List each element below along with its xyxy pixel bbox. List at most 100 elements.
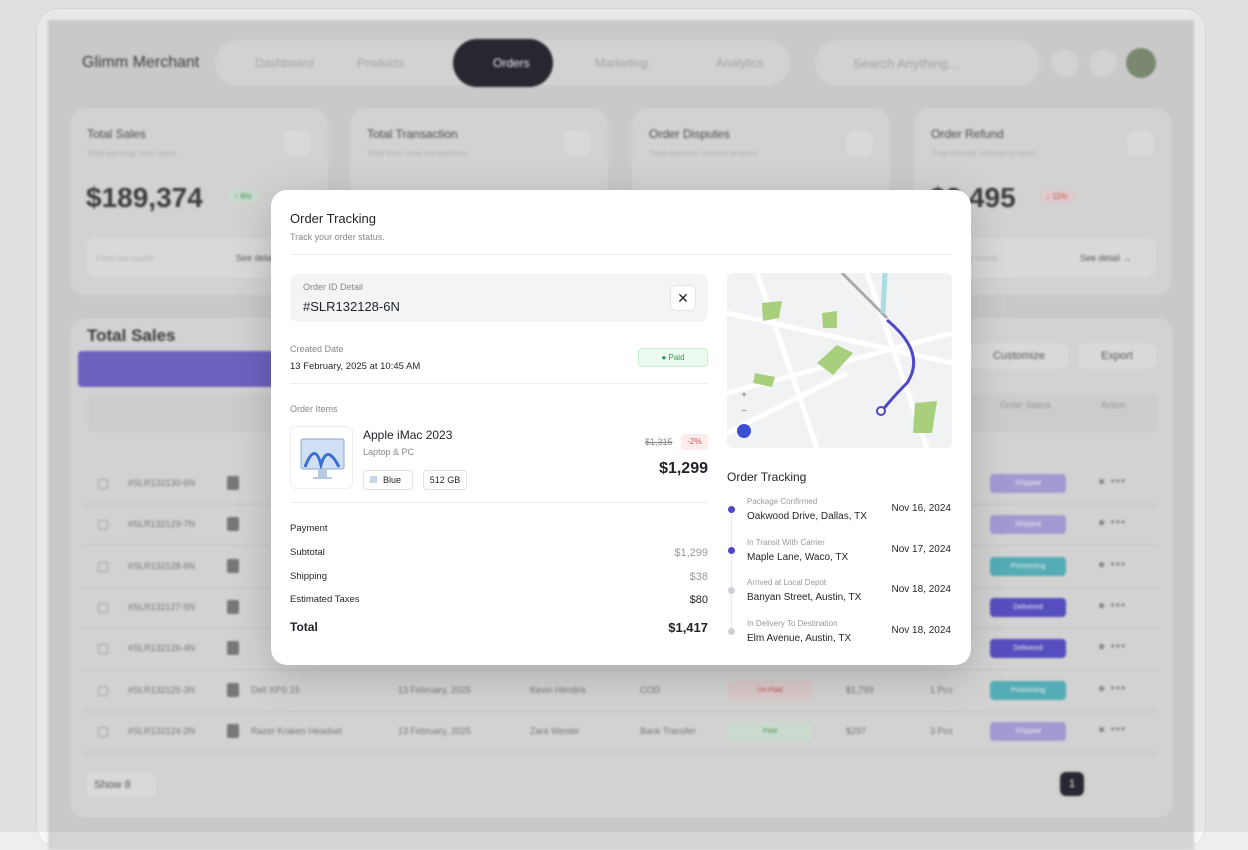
- row-checkbox[interactable]: [98, 685, 108, 696]
- tracking-status: In Delivery To Destination: [747, 618, 838, 628]
- payment-value: $38: [689, 570, 708, 583]
- status-badge: Delivered: [990, 639, 1066, 659]
- product-category: Laptop & PC: [363, 447, 415, 457]
- order-id: #SLR132126-4N: [128, 643, 196, 654]
- product: Dell XPS 15: [251, 684, 300, 695]
- color-text: Blue: [383, 475, 402, 485]
- tracking-status: Arrived at Local Depot: [747, 578, 827, 587]
- date: 13 February, 2025: [398, 725, 471, 736]
- show-count[interactable]: Show 8: [86, 772, 156, 798]
- product-thumb: [227, 599, 239, 614]
- card-title: Total Sales: [87, 127, 146, 141]
- brand: Glimm Merchant: [82, 54, 200, 71]
- row-divider: [82, 710, 1158, 712]
- order-id: #SLR132124-2N: [128, 725, 196, 736]
- card-link[interactable]: See detail: [236, 253, 277, 263]
- price: $1,299: [659, 460, 708, 477]
- order-id-box: [290, 274, 708, 322]
- order-id-label: Order ID Detail: [303, 282, 364, 292]
- action-dots[interactable]: ● •••: [1098, 556, 1127, 571]
- card-menu[interactable]: [845, 130, 873, 156]
- storage-chip: 512 GB: [423, 470, 467, 490]
- card-title: Total Transaction: [367, 127, 458, 141]
- product-thumb: [227, 641, 239, 656]
- action-dots[interactable]: ● •••: [1098, 680, 1127, 695]
- timeline-line: [731, 508, 732, 632]
- nav-item[interactable]: Products: [357, 56, 405, 70]
- card-menu[interactable]: [1127, 130, 1155, 156]
- product-thumb: [227, 517, 239, 532]
- items-label: Order Items: [290, 404, 338, 414]
- tracking-place: Banyan Street, Austin, TX: [747, 592, 862, 603]
- table-action[interactable]: Customize: [970, 343, 1068, 369]
- search-placeholder: Search Anything...: [853, 56, 959, 71]
- action-dots[interactable]: ● •••: [1098, 639, 1127, 654]
- tracking-status: Package Confirmed: [747, 497, 818, 506]
- product: Razer Kraken Headset: [251, 725, 343, 736]
- divider: [290, 502, 708, 503]
- row-checkbox[interactable]: [98, 726, 108, 737]
- discount-badge: -2%: [681, 434, 708, 450]
- row-checkbox[interactable]: [98, 644, 108, 655]
- order-id: #SLR132128-6N: [303, 299, 400, 314]
- card-value: $189,374: [86, 182, 203, 213]
- row-checkbox[interactable]: [98, 479, 108, 489]
- help-icon[interactable]: [1051, 49, 1079, 77]
- card-change: ↓ 11%: [1040, 190, 1074, 203]
- created-label: Created Date: [290, 344, 344, 354]
- status-badge: Shipped: [990, 721, 1066, 741]
- price: $297: [846, 725, 867, 736]
- card-change: ↑ 8%: [228, 190, 258, 203]
- card-footer-text: From last month: [96, 254, 154, 263]
- row-checkbox[interactable]: [98, 561, 108, 572]
- table-action[interactable]: Export: [1078, 343, 1156, 369]
- nav-item[interactable]: Marketing: [595, 56, 648, 70]
- status-badge: Delivered: [990, 597, 1066, 617]
- timeline-dot: [728, 587, 735, 594]
- order-id: #SLR132128-6N: [128, 560, 196, 571]
- action-dots[interactable]: ● •••: [1098, 721, 1127, 736]
- avatar[interactable]: [1126, 48, 1156, 78]
- nav-item[interactable]: Analytics: [716, 56, 765, 70]
- close-button[interactable]: ✕: [670, 285, 696, 311]
- product-name: Apple iMac 2023: [363, 428, 453, 442]
- card-link[interactable]: See detail →: [1080, 253, 1132, 263]
- action-dots[interactable]: ● •••: [1098, 597, 1127, 612]
- status-badge: Shipped: [990, 474, 1066, 493]
- payment-value: $80: [689, 594, 708, 606]
- order-id: #SLR132127-5N: [128, 601, 196, 612]
- product-thumb: [227, 723, 239, 738]
- card-menu[interactable]: [563, 130, 591, 156]
- column-header: Action: [1101, 400, 1127, 410]
- page-button[interactable]: 1: [1060, 772, 1084, 796]
- product-thumb: [227, 682, 239, 697]
- qty: 3 Pcs: [930, 725, 953, 736]
- map: +−: [727, 273, 952, 448]
- paid-badge: Un-Paid: [728, 680, 812, 700]
- action-dots[interactable]: ● •••: [1098, 515, 1127, 530]
- customer: Zara Wester: [530, 725, 580, 736]
- product-image: [290, 426, 353, 489]
- customer: Kevin Hendrix: [530, 684, 587, 695]
- order-id: #SLR132125-3N: [128, 684, 196, 695]
- row-checkbox[interactable]: [98, 520, 108, 531]
- card-menu[interactable]: [283, 130, 311, 156]
- status-badge: Processing: [990, 556, 1066, 576]
- date: 13 February, 2025: [398, 684, 471, 695]
- total-value: $1,417: [668, 620, 708, 635]
- tracking-date: Nov 16, 2024: [891, 503, 952, 514]
- nav-item[interactable]: Orders: [493, 56, 530, 70]
- nav-item[interactable]: Dashboard: [255, 56, 314, 70]
- status-badge: Shipped: [990, 515, 1066, 535]
- action-dots[interactable]: ● •••: [1098, 474, 1127, 488]
- settings-icon[interactable]: [1089, 49, 1117, 77]
- row-checkbox[interactable]: [98, 602, 108, 613]
- svg-text:−: −: [741, 406, 747, 417]
- tracking-date: Nov 18, 2024: [891, 624, 952, 636]
- divider: [290, 254, 952, 255]
- tracking-place: Maple Lane, Waco, TX: [747, 551, 849, 563]
- card-title: Order Refund: [931, 127, 1004, 141]
- payment: COD: [640, 684, 660, 695]
- modal-subtitle: Track your order status.: [290, 232, 385, 242]
